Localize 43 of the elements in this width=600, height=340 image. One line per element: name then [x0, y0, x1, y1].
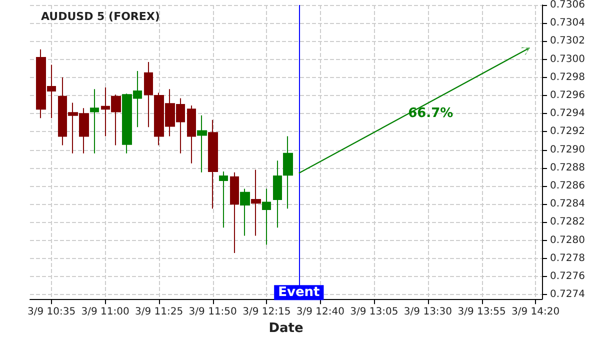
x-tick-label: 3/9 10:35	[27, 306, 76, 318]
y-tick-label: 0.7284	[550, 198, 585, 210]
candlestick	[262, 188, 271, 246]
candlestick	[90, 88, 99, 154]
x-tick-label: 3/9 11:25	[135, 306, 184, 318]
y-tick-label: 0.7290	[550, 144, 585, 156]
y-tick-label: 0.7276	[550, 270, 585, 282]
y-tick-label: 0.7296	[550, 90, 585, 101]
y-tick-label: 0.7288	[550, 162, 585, 174]
y-tick-label: 0.7294	[550, 108, 585, 120]
x-axis-title: Date	[268, 321, 304, 336]
y-tick-label: 0.7280	[550, 234, 585, 246]
x-tick-label: 3/9 11:50	[188, 306, 237, 318]
x-tick-label: 3/9 13:05	[350, 306, 398, 318]
y-tick-label: 0.7292	[550, 126, 585, 138]
x-tick-label: 3/9 13:30	[404, 306, 452, 318]
candlestick	[273, 160, 282, 228]
candlestick	[240, 188, 250, 236]
y-tick-label: 0.7282	[550, 216, 585, 228]
candlestick	[283, 136, 293, 210]
y-tick-label: 0.7300	[550, 54, 585, 65]
text: AUDUSD 5 (FOREX)	[41, 10, 160, 23]
candlestick	[197, 114, 207, 173]
y-tick-label: 0.7274	[550, 289, 585, 300]
x-tick-label: 3/9 12:40	[296, 306, 344, 318]
candlestick	[219, 171, 228, 228]
y-tick-label: 0.7286	[550, 180, 585, 192]
y-tick-label: 0.7304	[550, 18, 585, 29]
y-tick-label: 0.7278	[550, 252, 585, 264]
x-tick-label: 3/9 12:15	[242, 306, 291, 318]
y-tick-label: 0.7306	[550, 0, 585, 10]
ref-line-label: Event	[278, 285, 320, 300]
candlestick	[144, 62, 153, 128]
annotation: 66.7%	[408, 106, 454, 122]
candlestick	[187, 104, 196, 164]
x-tick-label: 3/9 13:55	[458, 306, 506, 318]
y-tick-label: 0.7298	[550, 72, 585, 83]
y-tick-label: 0.7302	[550, 36, 585, 47]
x-tick-label: 3/9 11:00	[81, 306, 130, 318]
candlestick	[251, 169, 261, 236]
x-tick-label: 3/9 14:20	[512, 306, 560, 318]
candlestick	[208, 119, 218, 210]
candlestick	[230, 172, 239, 254]
